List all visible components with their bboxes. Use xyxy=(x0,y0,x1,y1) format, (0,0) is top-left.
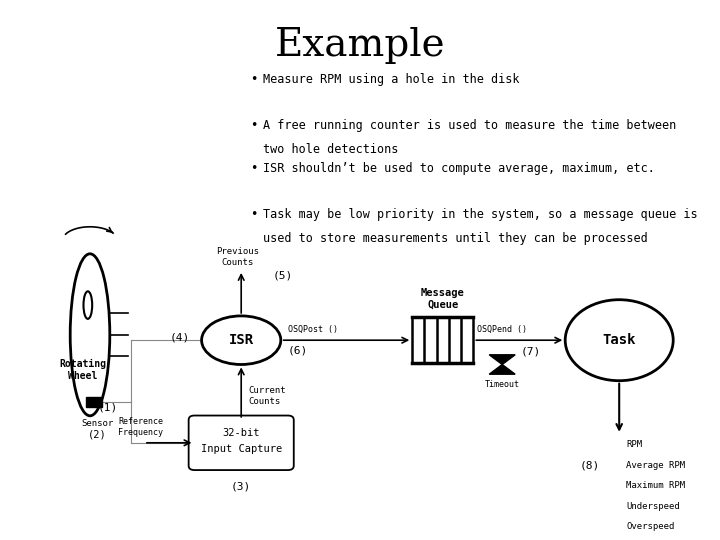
Text: used to store measurements until they can be processed: used to store measurements until they ca… xyxy=(263,232,647,245)
Text: •: • xyxy=(251,119,258,132)
Text: (5): (5) xyxy=(272,271,292,280)
Text: Underspeed: Underspeed xyxy=(626,502,680,511)
Text: A free running counter is used to measure the time between: A free running counter is used to measur… xyxy=(263,119,676,132)
Bar xyxy=(86,397,102,407)
Text: Reference
Frequency: Reference Frequency xyxy=(118,417,163,437)
Text: •: • xyxy=(251,73,258,86)
Text: OSQPost (): OSQPost () xyxy=(288,325,338,334)
Text: Current
Counts: Current Counts xyxy=(248,386,286,406)
Text: Rotating
Wheel: Rotating Wheel xyxy=(59,359,107,381)
Text: (6): (6) xyxy=(288,345,308,355)
Text: (3): (3) xyxy=(231,482,251,492)
FancyBboxPatch shape xyxy=(189,416,294,470)
Text: Previous
Counts: Previous Counts xyxy=(216,247,259,267)
Text: ISR: ISR xyxy=(229,333,253,347)
Text: (4): (4) xyxy=(170,333,190,342)
Text: (7): (7) xyxy=(521,346,541,356)
Text: (1): (1) xyxy=(98,403,118,413)
Text: •: • xyxy=(251,162,258,175)
Text: Input Capture: Input Capture xyxy=(201,444,282,454)
Text: Overspeed: Overspeed xyxy=(626,522,675,531)
Text: two hole detections: two hole detections xyxy=(263,143,398,156)
Text: Maximum RPM: Maximum RPM xyxy=(626,481,685,490)
Ellipse shape xyxy=(202,316,281,364)
Text: Task: Task xyxy=(603,333,636,347)
Text: Message
Queue: Message Queue xyxy=(421,287,464,310)
Text: Average RPM: Average RPM xyxy=(626,461,685,470)
Ellipse shape xyxy=(71,254,109,416)
Text: Task may be low priority in the system, so a message queue is: Task may be low priority in the system, … xyxy=(263,208,698,221)
Polygon shape xyxy=(490,355,516,365)
Text: RPM: RPM xyxy=(626,440,642,449)
Text: 32-bit: 32-bit xyxy=(222,428,260,438)
Text: (8): (8) xyxy=(580,461,600,471)
Text: •: • xyxy=(251,208,258,221)
Polygon shape xyxy=(490,364,516,374)
Text: Measure RPM using a hole in the disk: Measure RPM using a hole in the disk xyxy=(263,73,519,86)
Text: ISR shouldn’t be used to compute average, maximum, etc.: ISR shouldn’t be used to compute average… xyxy=(263,162,654,175)
Text: Sensor: Sensor xyxy=(81,418,113,428)
Text: Timeout: Timeout xyxy=(485,380,520,389)
Text: OSQPend (): OSQPend () xyxy=(477,325,527,334)
Circle shape xyxy=(565,300,673,381)
Text: Example: Example xyxy=(275,27,445,64)
Ellipse shape xyxy=(84,292,92,319)
Text: (2): (2) xyxy=(88,429,107,440)
